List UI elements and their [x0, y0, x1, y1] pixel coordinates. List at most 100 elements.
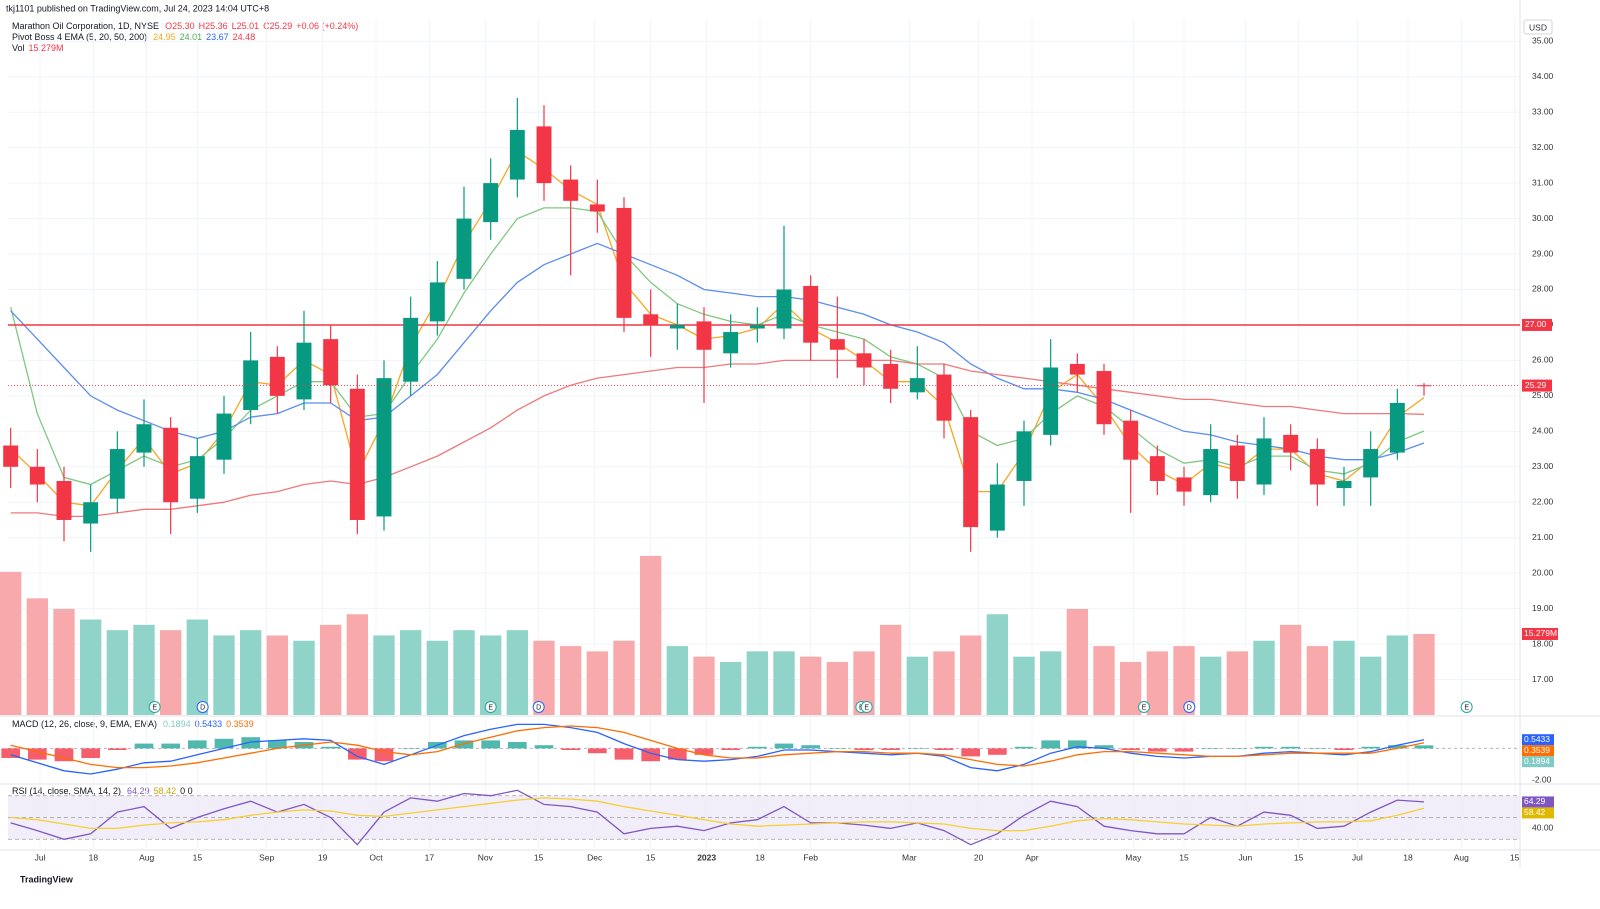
- candle-body: [296, 342, 312, 400]
- ema-name: Pivot Boss 4 EMA (5, 20, 50, 200): [12, 32, 147, 42]
- indicator-flag: [1522, 734, 1554, 746]
- event-marker: [1183, 701, 1196, 713]
- x-tick-label: Mar: [902, 852, 917, 862]
- y-tick-label: 31.00: [1532, 177, 1554, 187]
- volume-bar: [1173, 646, 1195, 715]
- x-tick-label: May: [1125, 852, 1142, 862]
- y-tick-label: 25.00: [1532, 390, 1554, 400]
- y-tick-label: 24.00: [1532, 426, 1554, 436]
- indicator-flag: [1522, 745, 1554, 757]
- volume-bar: [426, 640, 448, 715]
- candle-body: [856, 353, 872, 368]
- volume-bar: [53, 608, 75, 715]
- x-tick-label: 18: [1403, 852, 1413, 862]
- volume-bar: [186, 619, 208, 715]
- volume-bar: [533, 640, 555, 715]
- candle-body: [456, 218, 472, 279]
- level-flag: [1522, 318, 1552, 331]
- candle-body: [776, 289, 792, 329]
- ohlc-high: H25.36: [199, 21, 228, 31]
- y-tick-label: 22.00: [1532, 496, 1554, 506]
- candle-body: [403, 317, 419, 382]
- candle-body: [589, 204, 605, 212]
- candle-body: [723, 332, 739, 354]
- volume-bar: [906, 656, 928, 715]
- x-tick-label: 19: [318, 852, 328, 862]
- rsi-tick-label: 40.00: [1532, 823, 1554, 833]
- volume-bar: [1200, 656, 1222, 715]
- macd-histogram-bar: [321, 746, 340, 749]
- price-flag-label: 25.29: [1525, 380, 1547, 390]
- macd-line: [10, 725, 1425, 769]
- candle-body: [936, 374, 952, 421]
- x-tick-label: 18: [755, 852, 765, 862]
- volume-bar: [1093, 646, 1115, 715]
- macd-histogram-bar: [28, 748, 47, 760]
- event-marker: [532, 701, 545, 713]
- volume-bar: [1120, 661, 1142, 715]
- volume-bar: [746, 651, 768, 715]
- volume-bar: [320, 624, 342, 715]
- candle-body: [1389, 402, 1405, 453]
- x-tick-label: Apr: [1025, 852, 1038, 862]
- volume-bar: [453, 630, 475, 715]
- macd-histogram-bar: [694, 748, 714, 755]
- macd-histogram-bar: [481, 740, 500, 749]
- macd-histogram-bar: [108, 748, 127, 750]
- macd-histogram-bar: [1148, 748, 1167, 752]
- volume-bar: [826, 661, 848, 715]
- candle-body: [189, 456, 205, 499]
- candle-body: [1203, 449, 1219, 496]
- volume-bar: [986, 614, 1008, 715]
- volume-bar: [213, 635, 235, 715]
- macd-histogram-bar: [161, 743, 180, 749]
- volume-bar: [560, 646, 582, 715]
- x-tick-label: Nov: [478, 852, 494, 862]
- volume-name: Vol: [12, 43, 25, 53]
- macd-histogram-bar: [268, 740, 287, 749]
- y-tick-label: 29.00: [1532, 248, 1554, 258]
- macd-value: 0.5433: [195, 719, 223, 729]
- candle-body: [216, 413, 232, 460]
- macd-histogram-bar: [801, 745, 820, 749]
- indicator-flag-label: 0.1894: [1524, 756, 1550, 766]
- event-marker: [1460, 701, 1473, 713]
- symbol-title: Marathon Oil Corporation, 1D, NYSE: [12, 21, 159, 31]
- candle-body: [243, 360, 259, 411]
- macd-histogram-bar: [988, 748, 1007, 755]
- currency-box[interactable]: [1523, 19, 1553, 35]
- volume-bar: [1226, 651, 1248, 715]
- macd-histogram-bar: [961, 748, 980, 757]
- event-label: E: [1464, 704, 1469, 711]
- y-tick-label: 23.00: [1532, 461, 1554, 471]
- volume-bar: [586, 651, 608, 715]
- candle-body: [883, 363, 899, 389]
- macd-histogram-bar: [748, 746, 767, 749]
- macd-histogram-bar: [1361, 746, 1380, 749]
- volume-flag: [1522, 627, 1558, 640]
- candle-body: [643, 314, 659, 325]
- x-tick-label: Jun: [1238, 852, 1252, 862]
- candle-body: [29, 466, 45, 485]
- volume-bar: [80, 619, 102, 715]
- candle-body: [56, 480, 72, 520]
- x-tick-label: Aug: [1454, 852, 1469, 862]
- macd-histogram-bar: [854, 748, 874, 750]
- volume-bar: [1333, 640, 1355, 715]
- volume-bar: [693, 656, 715, 715]
- x-tick-label: 15: [646, 852, 656, 862]
- volume-bar: [1013, 656, 1035, 715]
- publisher: tkj1101 published on TradingView.com, Ju…: [6, 3, 269, 13]
- x-tick-label: 15: [1510, 852, 1520, 862]
- volume-bar: [506, 630, 528, 715]
- volume-bar: [880, 624, 902, 715]
- event-marker: [484, 701, 497, 713]
- macd-histogram-bar: [348, 748, 367, 760]
- rsi-name: RSI (14, close, SMA, 14, 2): [12, 786, 121, 796]
- candle-body: [509, 129, 525, 180]
- candle-body: [1016, 431, 1032, 481]
- volume-bar: [1280, 624, 1302, 715]
- volume-bar: [666, 646, 688, 715]
- macd-histogram-bar: [134, 743, 154, 749]
- level-label: 27.00: [1525, 319, 1547, 329]
